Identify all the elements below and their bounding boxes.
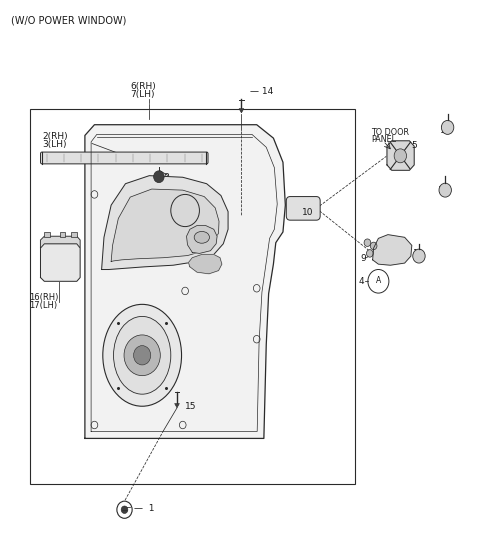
Ellipse shape [103,305,181,406]
Polygon shape [239,109,244,113]
FancyBboxPatch shape [286,197,320,220]
Text: 4: 4 [359,277,364,286]
Text: 9: 9 [361,254,367,263]
Circle shape [121,506,128,514]
Polygon shape [102,176,228,270]
Circle shape [366,250,373,257]
Circle shape [439,183,451,197]
Bar [71,232,77,237]
Text: 17(LH): 17(LH) [29,301,57,310]
Circle shape [133,345,151,365]
Polygon shape [175,404,180,408]
Circle shape [124,335,160,376]
Text: 12: 12 [441,126,452,135]
Ellipse shape [114,316,171,394]
Circle shape [370,242,377,250]
Text: 10: 10 [302,208,313,217]
Polygon shape [372,234,412,265]
Text: PANEL: PANEL [371,135,396,144]
Circle shape [394,149,407,163]
Polygon shape [40,236,80,248]
Text: —  1: — 1 [134,504,155,513]
Text: (W/O POWER WINDOW): (W/O POWER WINDOW) [11,15,126,25]
Bar [60,232,65,237]
Text: 13: 13 [438,185,450,195]
Text: 15: 15 [185,402,197,411]
Circle shape [413,249,425,263]
Text: A: A [182,205,188,215]
Circle shape [364,239,371,246]
Circle shape [154,171,164,183]
Text: 5: 5 [411,141,417,150]
Text: 8: 8 [164,173,169,182]
Text: 2(RH): 2(RH) [42,132,68,141]
Text: — 14: — 14 [251,87,274,96]
Ellipse shape [194,231,209,243]
Text: 6(RH): 6(RH) [130,81,156,91]
Polygon shape [111,189,219,261]
Polygon shape [85,125,285,438]
Polygon shape [387,141,414,170]
Bar [44,232,49,237]
Text: 7(LH): 7(LH) [130,89,155,99]
FancyBboxPatch shape [40,152,208,164]
Text: 16(RH): 16(RH) [29,293,59,302]
Polygon shape [187,225,217,253]
Text: TO DOOR: TO DOOR [371,128,409,137]
Text: A: A [376,277,381,285]
Polygon shape [189,254,222,274]
Circle shape [442,120,454,134]
Polygon shape [40,244,80,281]
Bar [30,109,355,484]
Text: 3(LH): 3(LH) [42,140,66,149]
Text: 11: 11 [413,249,424,258]
